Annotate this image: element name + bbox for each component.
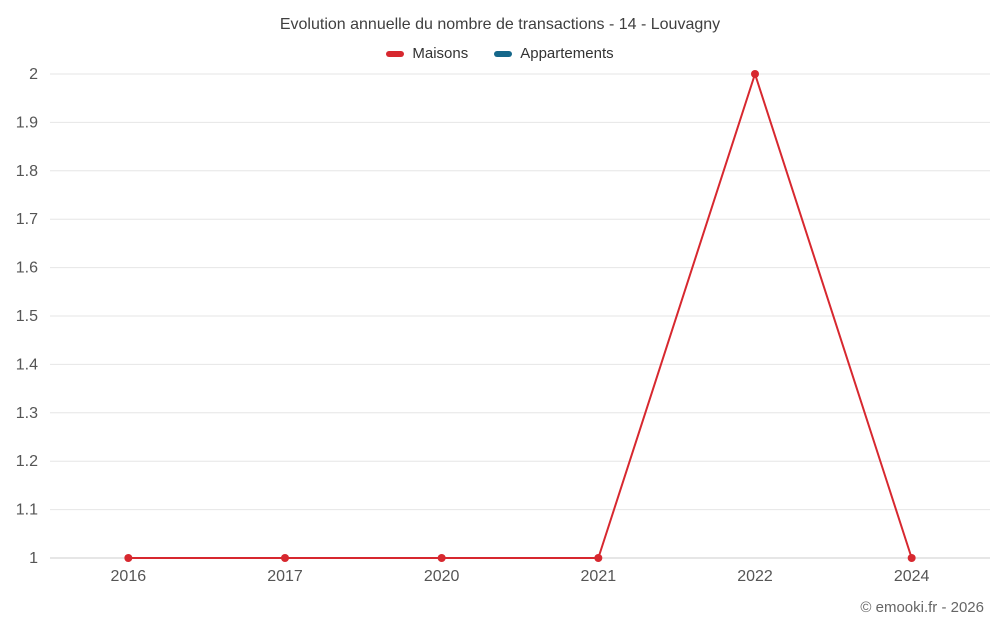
data-point-maisons[interactable] — [281, 554, 289, 562]
series-line-maisons — [127, 73, 913, 559]
y-tick-label: 1.7 — [16, 211, 38, 228]
legend-item-appartements[interactable]: Appartements — [494, 45, 614, 62]
maisons-series-swatch-icon — [386, 50, 405, 57]
x-tick-label: 2024 — [894, 568, 930, 585]
data-point-maisons[interactable] — [124, 554, 133, 562]
x-tick-label: 2017 — [267, 568, 303, 585]
chart-title: Evolution annuelle du nombre de transact… — [279, 16, 721, 33]
y-tick-label: 1.8 — [16, 163, 38, 180]
x-tick-label: 2020 — [424, 568, 460, 585]
legend-item-maisons[interactable]: Maisons — [386, 45, 468, 62]
copyright: © emooki.fr - 2026 — [860, 599, 984, 616]
x-tick-label: 2022 — [737, 568, 773, 585]
data-point-maisons[interactable] — [437, 554, 446, 562]
x-tick-label: 2016 — [111, 568, 147, 585]
y-tick-label: 1.9 — [16, 114, 38, 131]
y-tick-label: 1.4 — [16, 356, 38, 373]
chart-legend: Maisons Appartements — [0, 45, 1000, 62]
y-tick-label: 1.1 — [16, 502, 38, 519]
y-tick-label: 1.3 — [16, 405, 38, 422]
appartements-series-swatch-icon — [494, 50, 513, 57]
y-tick-label: 1.5 — [16, 308, 38, 325]
data-point-maisons[interactable] — [751, 70, 759, 78]
legend-label-maisons: Maisons — [412, 45, 469, 62]
data-point-maisons[interactable] — [907, 554, 916, 562]
y-tick-label: 1.2 — [16, 453, 38, 470]
y-tick-label: 1.6 — [16, 260, 38, 277]
legend-label-appartements: Appartements — [520, 45, 614, 62]
y-tick-label: 2 — [29, 66, 38, 83]
x-tick-label: 2021 — [581, 568, 617, 585]
y-tick-label: 1 — [29, 550, 38, 567]
data-point-maisons[interactable] — [594, 554, 603, 562]
